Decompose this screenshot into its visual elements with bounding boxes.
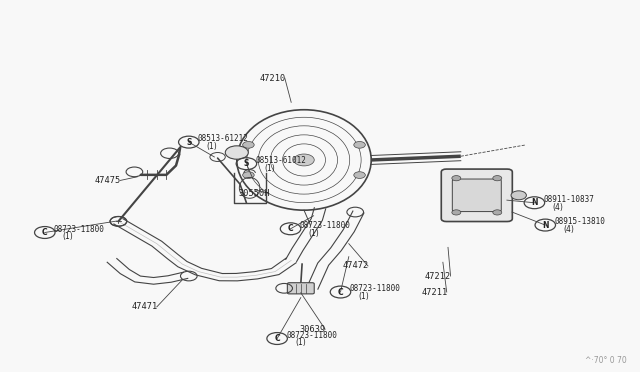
Text: 08513-61212: 08513-61212 xyxy=(198,134,248,143)
Text: C: C xyxy=(42,228,47,237)
Circle shape xyxy=(493,176,502,181)
Text: (1): (1) xyxy=(63,232,74,241)
Text: C: C xyxy=(275,334,280,343)
Text: (1): (1) xyxy=(308,229,319,238)
Text: (4): (4) xyxy=(552,203,563,212)
Text: 47472: 47472 xyxy=(342,262,369,270)
Circle shape xyxy=(354,141,365,148)
Circle shape xyxy=(243,141,254,148)
Text: 47210: 47210 xyxy=(259,74,285,83)
Circle shape xyxy=(511,191,526,200)
FancyBboxPatch shape xyxy=(452,179,501,212)
Text: 30550H: 30550H xyxy=(238,189,269,198)
Text: 47211: 47211 xyxy=(421,288,447,296)
Text: 08915-13810: 08915-13810 xyxy=(554,217,605,226)
Text: (1): (1) xyxy=(295,339,306,347)
Text: (1): (1) xyxy=(358,292,369,301)
Text: (1): (1) xyxy=(207,142,218,151)
Text: C: C xyxy=(288,224,293,233)
Text: 47471: 47471 xyxy=(131,302,157,311)
Text: S: S xyxy=(244,159,249,168)
Circle shape xyxy=(243,172,254,179)
Text: N: N xyxy=(542,221,548,230)
Text: C: C xyxy=(338,288,343,296)
Circle shape xyxy=(225,146,248,159)
Text: N: N xyxy=(531,198,538,207)
Text: 08723-11800: 08723-11800 xyxy=(54,225,104,234)
Text: 08513-61012: 08513-61012 xyxy=(255,156,306,165)
FancyBboxPatch shape xyxy=(287,283,314,294)
Circle shape xyxy=(452,176,461,181)
Circle shape xyxy=(493,210,502,215)
Text: 47475: 47475 xyxy=(95,176,121,185)
Circle shape xyxy=(452,210,461,215)
Circle shape xyxy=(294,154,314,166)
Text: 08723-11800: 08723-11800 xyxy=(286,331,337,340)
Text: ^·70° 0 70: ^·70° 0 70 xyxy=(586,356,627,365)
Text: 47212: 47212 xyxy=(425,272,451,280)
Circle shape xyxy=(354,172,365,179)
FancyBboxPatch shape xyxy=(442,169,512,221)
Text: 30639: 30639 xyxy=(300,325,326,334)
Text: (4): (4) xyxy=(563,225,574,234)
Text: 08723-11800: 08723-11800 xyxy=(349,284,400,293)
Text: S: S xyxy=(186,138,191,147)
Text: 08911-10837: 08911-10837 xyxy=(543,195,594,204)
Text: (1): (1) xyxy=(264,164,275,173)
Text: 08723-11800: 08723-11800 xyxy=(300,221,350,230)
